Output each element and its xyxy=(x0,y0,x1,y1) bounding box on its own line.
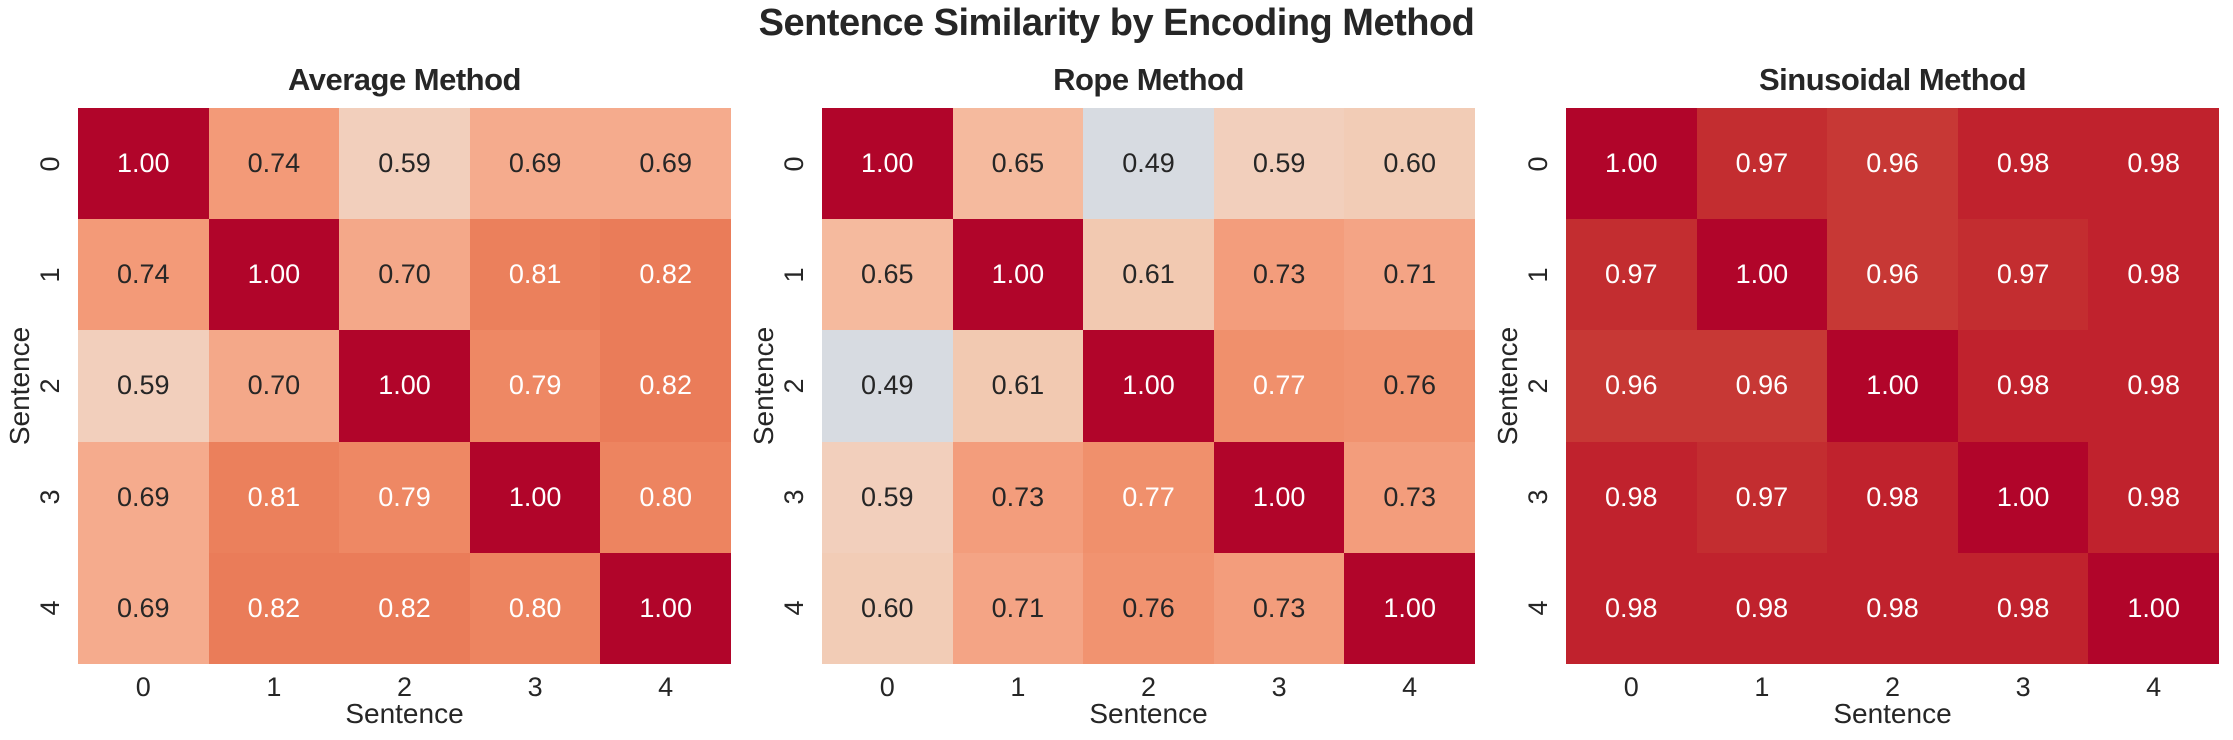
subplot-title: Average Method xyxy=(287,62,522,97)
heatmap-cell: 0.82 xyxy=(208,552,340,664)
heatmap-cell: 0.77 xyxy=(1213,330,1345,442)
heatmap-cell: 0.97 xyxy=(1566,219,1697,331)
heatmap-cell: 0.98 xyxy=(2088,108,2219,220)
x-axis-label: Sentence xyxy=(1833,698,1952,729)
heatmap-cell: 1.00 xyxy=(2088,552,2219,664)
heatmap-cell: 0.71 xyxy=(952,552,1084,664)
heatmap-cell: 0.80 xyxy=(469,552,601,664)
heatmap-cell: 1.00 xyxy=(1957,441,2089,553)
heatmap-cell: 0.71 xyxy=(1344,219,1475,331)
heatmap-cell: 0.60 xyxy=(822,552,953,664)
heatmap-cell: 0.80 xyxy=(600,441,731,553)
heatmap-axes: 1.00 0.97 0.96 0.98 0.98 0.97 1.00 0.96 0.97 0.98… xyxy=(1492,108,2219,729)
heatmap-cell: 0.97 xyxy=(1957,219,2089,331)
heatmap-cell: 0.96 xyxy=(1566,330,1697,442)
heatmap-cell: 0.98 xyxy=(1566,552,1697,664)
heatmap-cell: 0.49 xyxy=(822,330,953,442)
heatmap-cell: 0.76 xyxy=(1083,552,1214,664)
heatmap-cell: 0.98 xyxy=(1566,441,1697,553)
heatmap-cell: 1.00 xyxy=(822,108,953,220)
heatmap-cell: 0.82 xyxy=(600,330,731,442)
heatmap-cell: 1.00 xyxy=(78,108,209,220)
heatmap-cell: 0.98 xyxy=(1957,108,2089,220)
heatmap-cell: 0.70 xyxy=(208,330,340,442)
heatmap-cell: 0.59 xyxy=(1213,108,1345,220)
heatmap-cell: 0.73 xyxy=(1344,441,1475,553)
heatmap-cell: 0.98 xyxy=(2088,330,2219,442)
heatmap-cell: 0.96 xyxy=(1827,219,1958,331)
heatmap-cell: 0.59 xyxy=(78,330,209,442)
heatmap-grid: 1.00 0.74 0.59 0.69 0.69 0.74 1.00 0.70 0.81 0.82… xyxy=(78,108,731,664)
subplot-average-method: Average Method 1.00 0.74 0.59 0.69 0.69 0.74 1… xyxy=(4,0,731,740)
heatmap-cell: 0.81 xyxy=(469,219,601,331)
heatmap-cell: 0.59 xyxy=(339,108,470,220)
heatmap-cell: 0.98 xyxy=(1696,552,1828,664)
subplot-rope-method: Rope Method 1.00 0.65 0.49 0.59 0.60 0.65 1.00… xyxy=(748,0,1475,740)
heatmap-cell: 0.70 xyxy=(339,219,470,331)
heatmap-cell: 0.97 xyxy=(1696,441,1828,553)
heatmap-cell: 0.98 xyxy=(1957,330,2089,442)
heatmap-cell: 0.69 xyxy=(78,441,209,553)
heatmap-cell: 0.77 xyxy=(1083,441,1214,553)
heatmap-cell: 0.98 xyxy=(2088,441,2219,553)
figure-title: Sentence Similarity by Encoding Method xyxy=(758,2,1475,44)
heatmap-cell: 0.69 xyxy=(469,108,601,220)
heatmap-cell: 0.98 xyxy=(2088,219,2219,331)
heatmap-axes: 1.00 0.74 0.59 0.69 0.69 0.74 1.00 0.70 0.81 0.82… xyxy=(4,108,731,729)
heatmap-cell: 1.00 xyxy=(1213,441,1345,553)
heatmap-cell: 0.49 xyxy=(1083,108,1214,220)
heatmap-cell: 0.65 xyxy=(952,108,1084,220)
heatmap-cell: 1.00 xyxy=(339,330,470,442)
heatmap-cell: 0.60 xyxy=(1344,108,1475,220)
heatmap-cell: 0.69 xyxy=(78,552,209,664)
subplot-title: Sinusoidal Method xyxy=(1758,62,2027,97)
heatmap-cell: 1.00 xyxy=(952,219,1084,331)
heatmap-cell: 0.74 xyxy=(208,108,340,220)
heatmap-cell: 1.00 xyxy=(1566,108,1697,220)
heatmap-cell: 0.65 xyxy=(822,219,953,331)
heatmap-cell: 1.00 xyxy=(469,441,601,553)
heatmap-cell: 0.73 xyxy=(1213,552,1345,664)
heatmap-cell: 0.61 xyxy=(952,330,1084,442)
subplot-title: Rope Method xyxy=(1053,62,1244,97)
heatmap-cell: 1.00 xyxy=(1344,552,1475,664)
heatmap-cell: 0.74 xyxy=(78,219,209,331)
heatmap-cell: 0.96 xyxy=(1696,330,1828,442)
heatmap-cell: 0.96 xyxy=(1827,108,1958,220)
heatmap-cell: 0.81 xyxy=(208,441,340,553)
heatmap-cell: 1.00 xyxy=(600,552,731,664)
x-axis-label: Sentence xyxy=(1089,698,1208,729)
heatmap-cell: 0.82 xyxy=(339,552,470,664)
heatmap-cell: 0.98 xyxy=(1827,552,1958,664)
heatmap-cell: 0.98 xyxy=(1827,441,1958,553)
heatmap-cell: 0.61 xyxy=(1083,219,1214,331)
heatmap-cell: 0.79 xyxy=(469,330,601,442)
heatmap-cell: 1.00 xyxy=(1083,330,1214,442)
heatmap-axes: 1.00 0.65 0.49 0.59 0.60 0.65 1.00 0.61 0.73 0.71… xyxy=(748,108,1475,729)
heatmap-cell: 1.00 xyxy=(1696,219,1828,331)
heatmap-cell: 0.73 xyxy=(1213,219,1345,331)
heatmap-cell: 0.82 xyxy=(600,219,731,331)
heatmap-cell: 1.00 xyxy=(208,219,340,331)
subplot-sinusoidal-method: Sinusoidal Method 1.00 0.97 0.96 0.98 0.98 0.… xyxy=(1492,0,2219,740)
heatmap-cell: 0.98 xyxy=(1957,552,2089,664)
heatmap-grid: 1.00 0.97 0.96 0.98 0.98 0.97 1.00 0.96 0.97 0.98… xyxy=(1566,108,2219,664)
heatmap-cell: 1.00 xyxy=(1827,330,1958,442)
heatmap-cell: 0.73 xyxy=(952,441,1084,553)
heatmap-cell: 0.76 xyxy=(1344,330,1475,442)
x-axis-label: Sentence xyxy=(345,698,464,729)
heatmap-grid: 1.00 0.65 0.49 0.59 0.60 0.65 1.00 0.61 0.73 0.71… xyxy=(822,108,1475,664)
heatmap-cell: 0.97 xyxy=(1696,108,1828,220)
heatmap-cell: 0.69 xyxy=(600,108,731,220)
heatmap-cell: 0.79 xyxy=(339,441,470,553)
heatmap-cell: 0.59 xyxy=(822,441,953,553)
